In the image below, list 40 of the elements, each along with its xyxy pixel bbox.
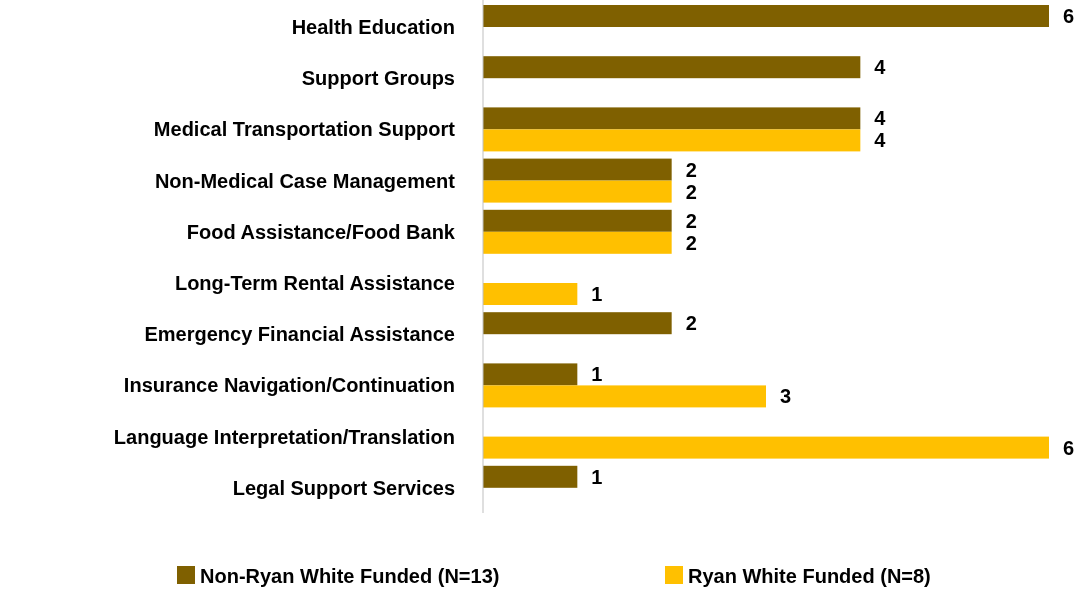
data-label: 2 [685, 180, 697, 203]
legend-label: Non-Ryan White Funded (N=13) [200, 565, 500, 587]
bar [483, 363, 578, 386]
bar [483, 56, 861, 79]
y-tick-label: Emergency Financial Assistance [144, 323, 455, 346]
y-tick-label: Support Groups [301, 67, 455, 90]
bar [483, 180, 672, 203]
data-label: 3 [780, 385, 792, 408]
data-label: 2 [685, 209, 697, 232]
bar [483, 5, 1049, 27]
data-label: 4 [874, 129, 887, 152]
y-tick-label: Insurance Navigation/Continuation [123, 374, 455, 397]
bar [483, 465, 578, 488]
bar [483, 107, 861, 130]
data-label: 2 [685, 231, 697, 254]
data-label: 4 [874, 56, 887, 79]
y-tick-label: Non-Medical Case Management [154, 169, 456, 192]
legend-label: Ryan White Funded (N=8) [688, 565, 931, 587]
data-label: 4 [874, 107, 887, 130]
data-label: 1 [591, 283, 603, 305]
data-label: 2 [685, 158, 697, 181]
data-label: 6 [1063, 5, 1075, 27]
data-label: 1 [591, 363, 603, 386]
data-label: 6 [1063, 436, 1075, 459]
bar [483, 385, 766, 408]
y-tick-label: Food Assistance/Food Bank [186, 220, 456, 243]
bar [483, 283, 578, 305]
y-tick-label: Language Interpretation/Translation [113, 425, 455, 448]
bar [483, 158, 672, 181]
y-tick-label: Health Education [291, 16, 455, 38]
bar [483, 209, 672, 232]
y-tick-label: Long-Term Rental Assistance [174, 272, 455, 294]
y-tick-label: Medical Transportation Support [153, 118, 456, 141]
data-label: 1 [591, 465, 603, 488]
bar [483, 312, 672, 335]
bar [483, 436, 1049, 459]
bar [483, 231, 672, 254]
y-tick-label: Legal Support Services [232, 476, 455, 499]
bar [483, 129, 861, 152]
data-label: 2 [685, 312, 697, 335]
